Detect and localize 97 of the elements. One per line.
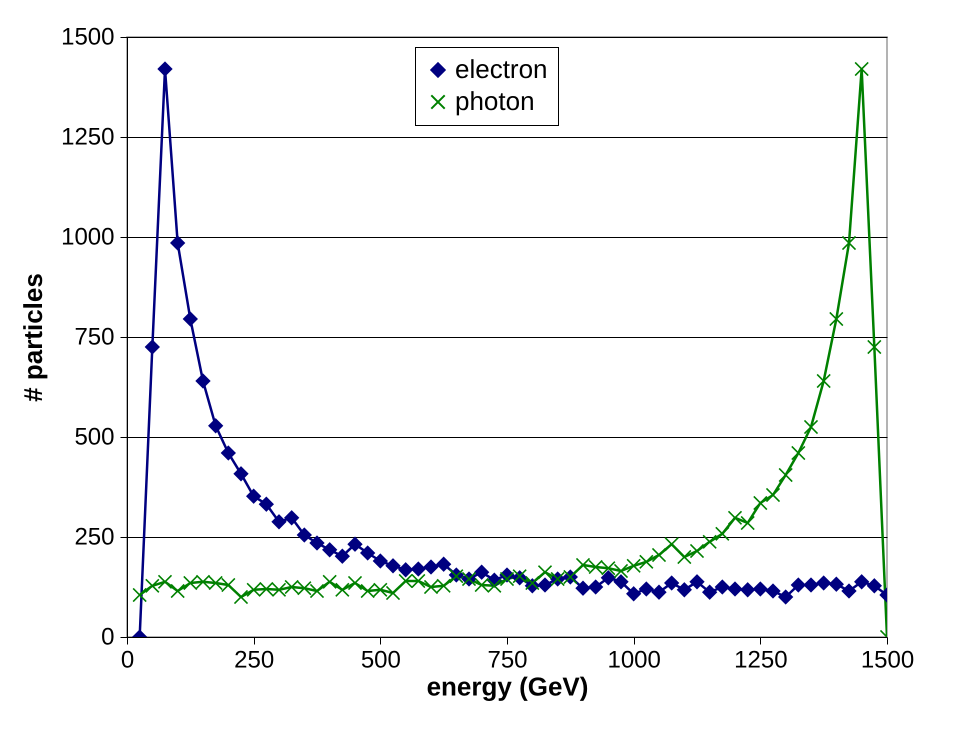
point [702, 534, 717, 550]
point [398, 562, 413, 578]
point [639, 554, 654, 570]
point [842, 236, 856, 250]
point [854, 62, 869, 76]
point [601, 570, 616, 586]
x-tick-label: 0 [120, 646, 134, 674]
point [373, 554, 388, 568]
point [778, 468, 793, 482]
point [766, 584, 780, 598]
point [576, 580, 590, 596]
point [322, 574, 337, 590]
point [842, 584, 856, 598]
point [234, 466, 248, 482]
x-tick-label: 1500 [860, 646, 914, 674]
x-tick-label: 1000 [607, 646, 661, 674]
point [436, 556, 451, 572]
point [310, 536, 324, 550]
point [804, 578, 818, 592]
point [474, 564, 489, 580]
point [677, 550, 692, 564]
point [715, 580, 730, 594]
point [715, 526, 730, 542]
point [829, 312, 844, 326]
point [386, 558, 400, 574]
x-tick-label: 250 [234, 646, 274, 674]
x-tick-label: 750 [487, 646, 528, 674]
point [259, 496, 274, 512]
point [728, 510, 742, 526]
point [424, 560, 438, 574]
point [652, 548, 666, 562]
legend-label: photon [455, 86, 535, 116]
point [791, 446, 806, 460]
point [728, 582, 742, 596]
point [335, 548, 350, 564]
point [664, 576, 679, 590]
point [690, 544, 704, 558]
point [132, 588, 147, 602]
x-axis-title: energy (GeV) [426, 672, 588, 702]
y-tick-label: 0 [101, 624, 114, 650]
legend-label: electron [455, 54, 548, 84]
point [588, 580, 603, 594]
point [145, 578, 160, 594]
point [652, 584, 666, 600]
y-tick-label: 1500 [61, 24, 114, 50]
point [411, 562, 426, 576]
point [626, 558, 641, 574]
y-tick-label: 1250 [61, 124, 114, 150]
point [829, 576, 844, 592]
x-tick-label: 1250 [734, 646, 788, 674]
point [702, 584, 717, 600]
point [170, 584, 185, 598]
point [145, 340, 160, 354]
point [158, 574, 172, 590]
point [272, 514, 286, 530]
point [348, 536, 362, 552]
point [234, 590, 248, 604]
point [753, 582, 768, 596]
point [221, 446, 236, 460]
point [740, 516, 755, 530]
point [348, 576, 362, 590]
point [538, 578, 552, 592]
point [246, 488, 261, 504]
point [170, 236, 185, 250]
point [753, 496, 768, 510]
point [740, 582, 755, 598]
point [677, 582, 692, 598]
point [690, 574, 704, 590]
point [335, 582, 350, 598]
point [525, 576, 540, 590]
point [867, 578, 882, 594]
point [158, 62, 172, 76]
point [183, 312, 198, 326]
point [804, 420, 818, 434]
point [297, 528, 312, 542]
y-tick-label: 1000 [61, 224, 114, 250]
y-tick-label: 500 [74, 424, 114, 450]
point [538, 564, 552, 580]
point [360, 546, 375, 560]
point [766, 488, 780, 502]
point [322, 542, 337, 558]
point [626, 586, 641, 602]
point [854, 574, 869, 590]
point [867, 340, 882, 354]
point [778, 590, 793, 604]
point [791, 578, 806, 592]
point [196, 374, 210, 388]
y-axis-title: # particles [18, 273, 48, 402]
x-tick-label: 500 [360, 646, 401, 674]
point [816, 374, 831, 388]
point [208, 418, 223, 434]
point [816, 576, 831, 590]
y-tick-label: 250 [74, 524, 114, 550]
point [639, 582, 654, 596]
point [284, 510, 299, 526]
point [614, 574, 628, 590]
y-tick-label: 750 [74, 324, 114, 350]
